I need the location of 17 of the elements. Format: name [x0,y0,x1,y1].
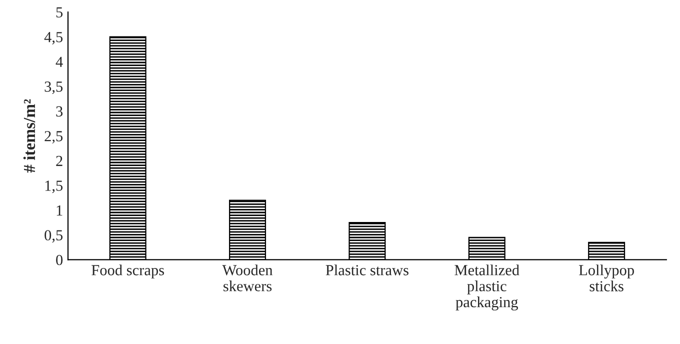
x-tick-label: Food scraps [92,264,164,278]
y-tick-label: 2 [56,156,62,166]
x-tick-label: Plastic straws [326,264,408,276]
y-tick-label: 3 [56,106,63,117]
y-tick-label: 1 [56,205,62,216]
y-axis-title: # items/m² [23,99,36,173]
y-tick-label: 3,5 [44,82,63,94]
y-tick-label: 1,5 [45,180,63,194]
y-tick-label: 5 [56,7,63,18]
x-tick-label: Wooden skewers [222,264,273,292]
x-tick-label: Metallized plastic packaging [454,264,520,310]
y-tick-label: 0,5 [44,230,63,243]
y-tick-label: 2,5 [44,131,63,144]
y-tick-label: 4,5 [44,32,63,44]
x-tick-label: Lollypop sticks [578,264,634,292]
y-tick-label: 4 [56,56,63,67]
y-tick-label: 0 [56,254,63,266]
